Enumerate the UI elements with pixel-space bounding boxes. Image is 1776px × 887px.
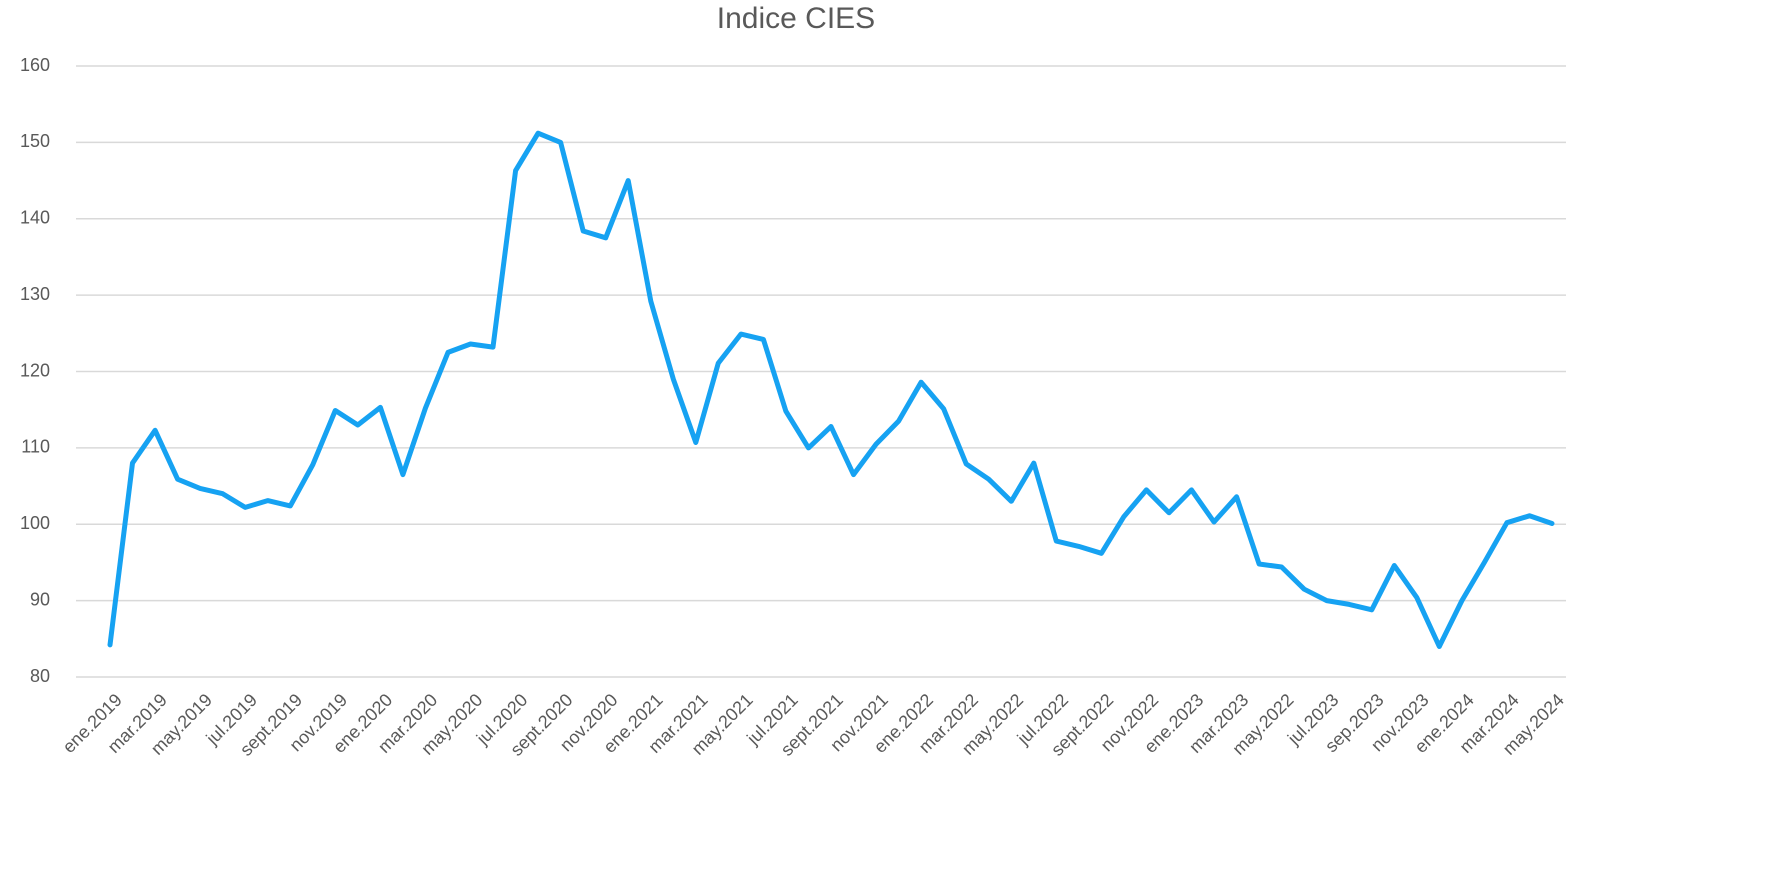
y-tick-label: 120	[20, 360, 50, 380]
y-tick-label: 150	[20, 131, 50, 151]
line-series	[107, 130, 1555, 649]
y-tick-label: 90	[30, 589, 50, 609]
y-tick-label: 110	[21, 437, 50, 457]
y-tick-label: 80	[30, 666, 50, 686]
chart-title: Indice CIES	[717, 2, 875, 35]
y-tick-label: 140	[20, 208, 50, 228]
y-tick-label: 130	[20, 284, 50, 304]
y-tick-label: 100	[20, 513, 50, 533]
y-tick-label: 160	[20, 55, 50, 75]
